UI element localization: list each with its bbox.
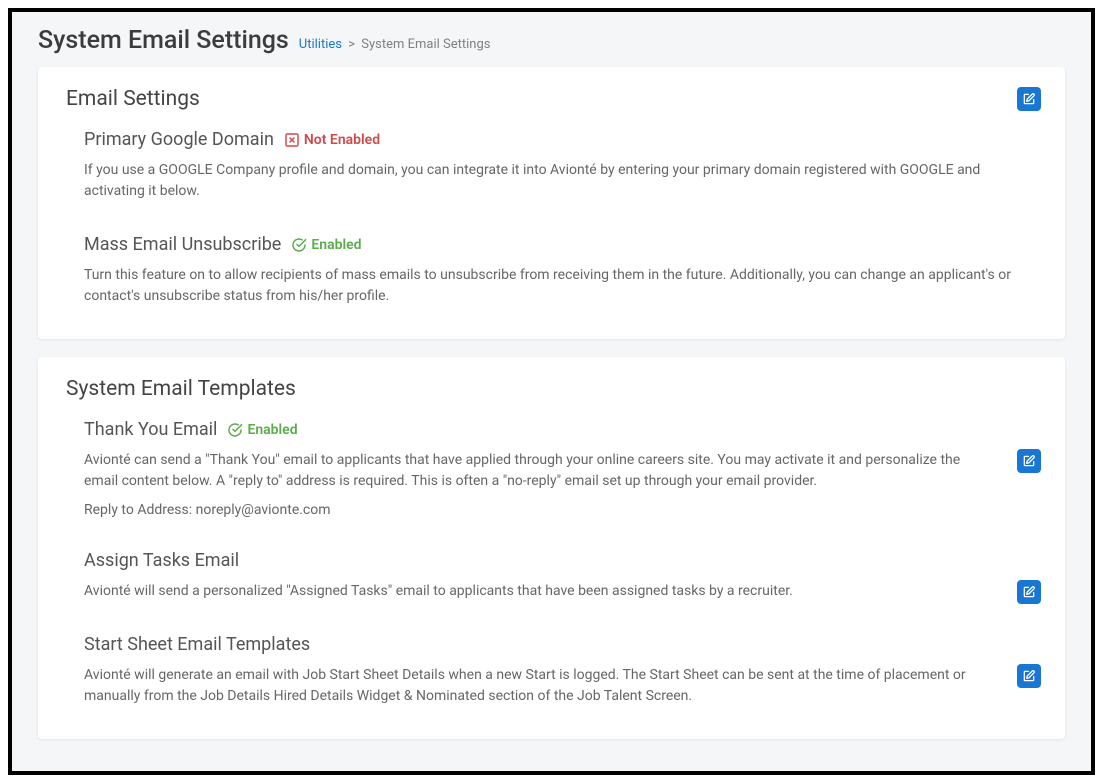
reply-to-label: Reply to Address: bbox=[84, 502, 192, 518]
status-badge-enabled: Enabled bbox=[227, 422, 297, 438]
status-label: Enabled bbox=[311, 237, 361, 253]
section-header: Primary Google Domain Not Enabled bbox=[84, 129, 1037, 150]
section-mass-email-unsubscribe: Mass Email Unsubscribe Enabled Turn this… bbox=[66, 234, 1037, 307]
edit-icon bbox=[1022, 669, 1036, 683]
edit-thank-you-email-button[interactable] bbox=[1017, 449, 1041, 473]
card-title-email-settings: Email Settings bbox=[66, 87, 1037, 111]
status-badge-enabled: Enabled bbox=[291, 237, 361, 253]
section-header: Assign Tasks Email bbox=[84, 550, 997, 571]
section-description: Avionté will send a personalized "Assign… bbox=[84, 581, 997, 602]
section-title: Assign Tasks Email bbox=[84, 550, 239, 571]
x-square-icon bbox=[284, 132, 300, 148]
reply-to-value: noreply@avionte.com bbox=[196, 502, 331, 518]
status-badge-not-enabled: Not Enabled bbox=[284, 132, 380, 148]
breadcrumb-separator: > bbox=[348, 37, 355, 52]
section-title: Mass Email Unsubscribe bbox=[84, 234, 281, 255]
edit-assign-tasks-email-button[interactable] bbox=[1017, 580, 1041, 604]
section-description: If you use a GOOGLE Company profile and … bbox=[84, 160, 1024, 202]
card-title-system-email-templates: System Email Templates bbox=[66, 377, 1037, 401]
app-frame: System Email Settings Utilities > System… bbox=[8, 8, 1095, 775]
edit-icon bbox=[1022, 454, 1036, 468]
system-email-templates-card: System Email Templates Thank You Email bbox=[38, 357, 1065, 739]
edit-icon bbox=[1022, 585, 1036, 599]
status-label: Not Enabled bbox=[304, 132, 380, 148]
page-header: System Email Settings Utilities > System… bbox=[38, 26, 1065, 55]
breadcrumb-current: System Email Settings bbox=[361, 37, 490, 52]
section-thank-you-email: Thank You Email Enabled Avionté can send… bbox=[66, 419, 1037, 518]
section-description: Avionté can send a "Thank You" email to … bbox=[84, 450, 997, 492]
section-description: Turn this feature on to allow recipients… bbox=[84, 265, 1024, 307]
edit-icon bbox=[1022, 92, 1036, 106]
email-settings-card: Email Settings Primary Google Domain Not… bbox=[38, 67, 1065, 339]
edit-start-sheet-email-button[interactable] bbox=[1017, 664, 1041, 688]
status-label: Enabled bbox=[247, 422, 297, 438]
check-circle-icon bbox=[227, 422, 243, 438]
section-start-sheet-email-templates: Start Sheet Email Templates Avionté will… bbox=[66, 634, 1037, 707]
section-header: Thank You Email Enabled bbox=[84, 419, 997, 440]
section-header: Start Sheet Email Templates bbox=[84, 634, 997, 655]
page-title: System Email Settings bbox=[38, 26, 289, 55]
section-title: Primary Google Domain bbox=[84, 129, 274, 150]
section-assign-tasks-email: Assign Tasks Email Avionté will send a p… bbox=[66, 550, 1037, 602]
section-title: Thank You Email bbox=[84, 419, 217, 440]
breadcrumb-parent-link[interactable]: Utilities bbox=[299, 37, 342, 52]
edit-email-settings-button[interactable] bbox=[1017, 87, 1041, 111]
reply-to-row: Reply to Address: noreply@avionte.com bbox=[84, 502, 997, 518]
breadcrumb: Utilities > System Email Settings bbox=[299, 37, 491, 52]
section-description: Avionté will generate an email with Job … bbox=[84, 665, 997, 707]
check-circle-icon bbox=[291, 237, 307, 253]
section-primary-google-domain: Primary Google Domain Not Enabled If you… bbox=[66, 129, 1037, 202]
section-header: Mass Email Unsubscribe Enabled bbox=[84, 234, 1037, 255]
section-title: Start Sheet Email Templates bbox=[84, 634, 310, 655]
